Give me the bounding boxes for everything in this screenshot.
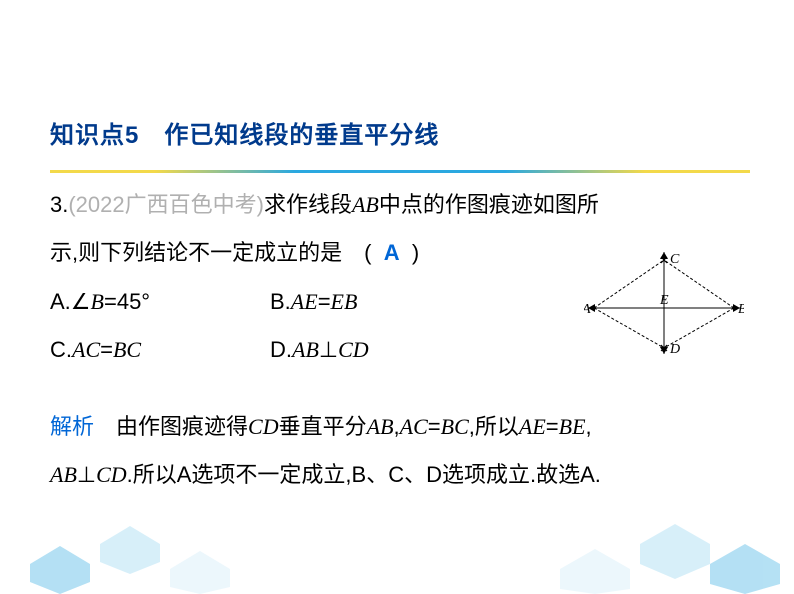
stem-1: 求作线段	[264, 192, 352, 217]
option-b-lhs: AE	[291, 289, 318, 314]
a2-v1: AB	[50, 462, 77, 487]
a-t5: ,所以	[469, 414, 519, 439]
heading-text: 知识点5 作已知线段的垂直平分线	[50, 122, 439, 149]
option-c-rhs: BC	[113, 337, 141, 362]
option-d-lhs: AB	[292, 337, 319, 362]
seg-ab: AB	[352, 192, 379, 217]
a-t7: ,	[586, 414, 592, 439]
a-t6: =	[546, 414, 559, 439]
a-v1: CD	[248, 414, 279, 439]
a-t1: 由作图痕迹得	[116, 414, 248, 439]
svg-text:B: B	[738, 302, 744, 317]
a-v6: BE	[559, 414, 586, 439]
a-v3: AC	[400, 414, 428, 439]
answer-letter: A	[384, 240, 400, 265]
option-b-mid: =	[318, 289, 331, 314]
option-c-mid: =	[100, 337, 113, 362]
stem-2: 中点的作图痕迹如图所	[379, 192, 599, 217]
a2-v2: CD	[96, 462, 127, 487]
stem-3: 示,则下列结论不一定成立的是 (	[50, 240, 371, 265]
section-heading: 知识点5 作已知线段的垂直平分线	[50, 115, 750, 150]
option-b: B.AE=EB	[270, 278, 357, 326]
option-c-lhs: AC	[72, 337, 100, 362]
option-a-suffix: =45°	[104, 289, 150, 314]
option-b-label: B.	[270, 289, 291, 314]
analysis-block: 解析 由作图痕迹得CD垂直平分AB,AC=BC,所以AE=BE, AB⊥CD.所…	[50, 403, 750, 500]
a-v5: AE	[519, 414, 546, 439]
stem-4: )	[412, 240, 419, 265]
a-v2: AB	[367, 414, 394, 439]
option-c-label: C.	[50, 337, 72, 362]
question-number: 3.	[50, 192, 68, 217]
heading-underline	[50, 160, 750, 163]
svg-text:A: A	[584, 302, 591, 317]
option-d: D.AB⊥CD	[270, 326, 369, 374]
option-a-prefix: ∠	[71, 289, 91, 314]
option-a: A.∠B=45°	[50, 278, 270, 326]
a-t4: =	[428, 414, 441, 439]
analysis-label: 解析	[50, 414, 94, 439]
option-b-rhs: EB	[331, 289, 358, 314]
option-d-rhs: CD	[338, 337, 369, 362]
question-source: (2022广西百色中考)	[68, 192, 264, 217]
a-v4: BC	[441, 414, 469, 439]
option-d-label: D.	[270, 337, 292, 362]
option-a-label: A.	[50, 289, 71, 314]
a2-t1: ⊥	[77, 462, 96, 487]
construction-figure: A B C D E	[584, 248, 744, 358]
option-c: C.AC=BC	[50, 326, 270, 374]
a-t2: 垂直平分	[279, 414, 367, 439]
option-d-mid: ⊥	[319, 337, 338, 362]
svg-text:E: E	[659, 293, 669, 308]
svg-text:D: D	[669, 342, 680, 357]
svg-text:C: C	[670, 252, 680, 267]
option-a-var: B	[91, 289, 104, 314]
a2-t2: .所以A选项不一定成立,B、C、D选项成立.故选A.	[127, 462, 601, 487]
